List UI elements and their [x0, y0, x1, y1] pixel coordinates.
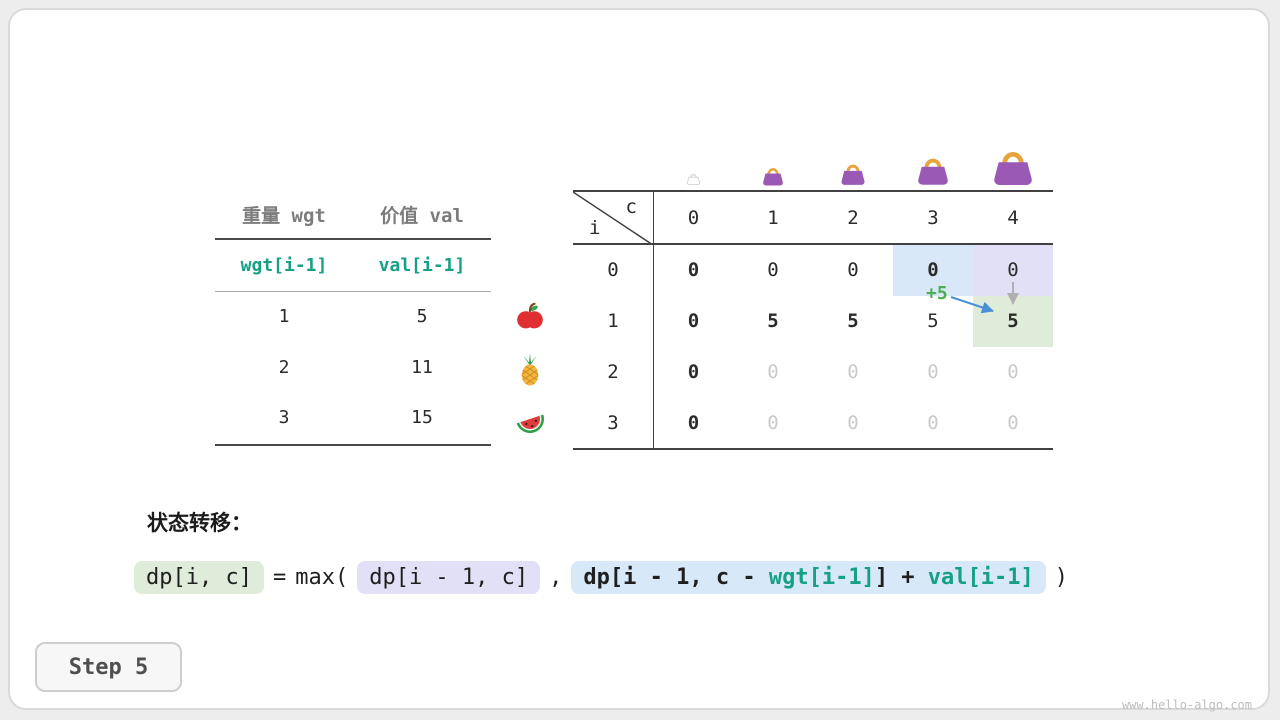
- dp-take-chip: dp[i - 1, c - wgt[i-1]] + val[i-1]: [571, 561, 1046, 594]
- dp-cell: 0: [767, 360, 779, 383]
- plus-five-annotation: +5: [926, 283, 948, 304]
- take-wgt: wgt[i-1]: [768, 565, 875, 590]
- dp-cell: 0: [653, 397, 733, 448]
- row-label-2: 2: [607, 360, 619, 383]
- items-formula-row: wgt[i-1] val[i-1]: [215, 240, 491, 292]
- item-val: 11: [411, 356, 433, 378]
- dp-cell: 0: [1007, 411, 1019, 434]
- wgt-col-header: 重量 wgt: [242, 205, 326, 227]
- dp-corner-cell: c i: [573, 192, 653, 245]
- wgt-formula: wgt[i-1]: [240, 255, 328, 276]
- items-table-header: 重量 wgt 价值 val: [215, 192, 491, 240]
- step-badge: Step 5: [35, 642, 182, 692]
- col-header-1: 1: [733, 192, 813, 245]
- take-val: val[i-1]: [927, 565, 1034, 590]
- item-row-3: 3 15: [215, 393, 491, 444]
- item-wgt: 2: [278, 356, 290, 378]
- dp-cell: 0: [653, 295, 733, 347]
- watermelon-icon: [516, 414, 544, 433]
- col-header-3: 3: [893, 192, 973, 245]
- close-paren: ): [1054, 565, 1069, 590]
- val-col-header: 价值 val: [380, 205, 464, 227]
- dp-cell: 0: [927, 360, 939, 383]
- item-wgt: 1: [278, 306, 290, 327]
- items-table: 重量 wgt 价值 val wgt[i-1] val[i-1] 1 5 2 11…: [215, 192, 491, 446]
- dp-skip-chip: dp[i - 1, c]: [357, 561, 541, 594]
- comma: ,: [549, 565, 563, 590]
- dp-table: c i 0 1 2 3 4 0 0 0 0 0 0 1 0 5 5 5 5 2 …: [573, 190, 1053, 450]
- state-transition-formula: dp[i, c] = max( dp[i - 1, c] , dp[i - 1,…: [134, 561, 1068, 594]
- dp-cell: 0: [767, 259, 779, 282]
- equals-sign: =: [272, 565, 287, 590]
- take-mid: ] +: [874, 565, 928, 590]
- dp-cell: 0: [653, 245, 733, 296]
- dp-cell-current: 5: [973, 295, 1053, 347]
- item-row-2: 2 11: [215, 343, 491, 394]
- dp-cell: 5: [927, 310, 939, 333]
- dp-cell: 0: [653, 346, 733, 398]
- item-val: 5: [416, 306, 428, 327]
- transition-label: 状态转移：: [147, 511, 252, 535]
- item-val: 15: [411, 407, 433, 428]
- item-row-1: 1 5: [215, 292, 491, 343]
- take-prefix: dp[i - 1, c -: [583, 565, 769, 590]
- col-header-2: 2: [813, 192, 893, 245]
- bag-icon-4: [994, 152, 1032, 186]
- row-label-0: 0: [607, 259, 619, 282]
- dp-cell: 0: [847, 259, 859, 282]
- dp-cell: 0: [847, 411, 859, 434]
- bag-icon-0: [687, 173, 700, 185]
- pineapple-icon: [521, 353, 539, 386]
- col-header-4: 4: [973, 192, 1053, 245]
- dp-cell: 0: [1007, 360, 1019, 383]
- i-axis-label: i: [589, 217, 601, 239]
- apple-icon: [517, 302, 543, 329]
- max-open: max(: [295, 565, 349, 590]
- row-label-1: 1: [607, 310, 619, 333]
- bag-icon-3: [918, 158, 948, 185]
- c-axis-label: c: [625, 196, 637, 218]
- bag-icon-2: [841, 164, 865, 185]
- dp-current-chip: dp[i, c]: [134, 561, 264, 594]
- dp-cell: 5: [767, 310, 779, 333]
- dp-cell-source-skip: 0: [973, 245, 1053, 296]
- dp-cell: 5: [847, 310, 859, 333]
- item-wgt: 3: [278, 407, 290, 428]
- dp-cell: 0: [767, 411, 779, 434]
- dp-cell: 0: [847, 360, 859, 383]
- val-formula: val[i-1]: [378, 255, 466, 276]
- dp-cell: 0: [927, 411, 939, 434]
- dp-cell-source-take: 0: [893, 245, 973, 296]
- bag-icon-1: [763, 168, 783, 186]
- corner-diagonal-line: [573, 192, 653, 245]
- watermark: www.hello-algo.com: [1121, 698, 1252, 712]
- col-header-0: 0: [653, 192, 733, 245]
- row-label-3: 3: [607, 411, 619, 434]
